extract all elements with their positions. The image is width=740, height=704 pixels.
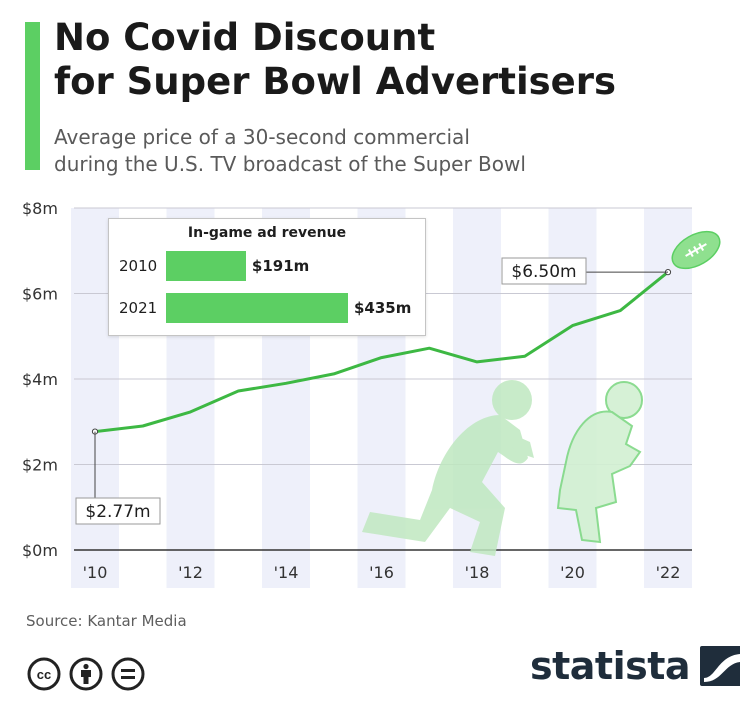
price-series-line bbox=[94, 270, 669, 434]
statista-wordmark: statista bbox=[530, 644, 691, 688]
no-derivatives-icon[interactable] bbox=[110, 656, 146, 692]
title-line-2: for Super Bowl Advertisers bbox=[54, 60, 617, 103]
y-tick-label: $6m bbox=[22, 285, 58, 304]
inset-bar bbox=[166, 293, 348, 323]
source-note: Source: Kantar Media bbox=[26, 612, 187, 630]
title-line-1: No Covid Discount bbox=[54, 16, 436, 59]
inset-year-label: 2010 bbox=[119, 257, 158, 275]
annotation-label: $6.50m bbox=[511, 262, 576, 282]
svg-text:cc: cc bbox=[37, 667, 51, 682]
x-tick-label: '18 bbox=[465, 563, 490, 582]
axes: $0m $2m $4m $6m $8m '10 '12 '14 '16 '18 '20 '22 bbox=[22, 199, 680, 582]
cc-icon[interactable]: cc bbox=[26, 656, 62, 692]
title-accent-bar bbox=[25, 22, 40, 170]
license-icons: cc bbox=[26, 656, 146, 692]
x-tick-label: '16 bbox=[369, 563, 394, 582]
x-tick-label: '14 bbox=[274, 563, 299, 582]
inset-bar bbox=[166, 251, 246, 281]
football-players-illustration bbox=[362, 380, 643, 556]
crouching-player-icon bbox=[556, 381, 643, 544]
x-tick-label: '22 bbox=[656, 563, 681, 582]
y-tick-label: $8m bbox=[22, 199, 58, 218]
y-tick-label: $2m bbox=[22, 456, 58, 475]
inset-year-label: 2021 bbox=[119, 299, 158, 317]
y-tick-label: $4m bbox=[22, 370, 58, 389]
chart-subtitle: Average price of a 30-second commercial … bbox=[54, 124, 526, 178]
subtitle-line-1: Average price of a 30-second commercial bbox=[54, 125, 470, 149]
in-game-revenue-inset: In-game ad revenue 2010 $191m 2021 $435m bbox=[108, 218, 426, 336]
football-icon bbox=[671, 230, 721, 270]
inset-row-2021: 2021 $435m bbox=[109, 293, 425, 323]
annotation-box bbox=[75, 497, 161, 525]
annotation-label: $2.77m bbox=[85, 502, 150, 522]
chart-title: No Covid Discount for Super Bowl Adverti… bbox=[54, 16, 616, 104]
attribution-icon[interactable] bbox=[68, 656, 104, 692]
inset-title: In-game ad revenue bbox=[187, 225, 347, 241]
subtitle-line-2: during the U.S. TV broadcast of the Supe… bbox=[54, 152, 526, 176]
x-tick-label: '10 bbox=[83, 563, 108, 582]
inset-value-label: $191m bbox=[251, 257, 310, 275]
line-layer bbox=[94, 270, 669, 434]
annotation-box bbox=[501, 257, 587, 285]
inset-value-label: $435m bbox=[354, 299, 412, 317]
annotations: $2.77m $6.50m bbox=[75, 257, 672, 525]
statista-brand[interactable]: statista bbox=[530, 644, 740, 688]
statista-logo-icon bbox=[700, 646, 740, 686]
x-tick-label: '12 bbox=[178, 563, 203, 582]
x-tick-label: '20 bbox=[560, 563, 585, 582]
running-player-icon bbox=[362, 380, 534, 556]
y-tick-label: $0m bbox=[22, 541, 58, 560]
inset-row-2010: 2010 $191m bbox=[109, 251, 425, 281]
